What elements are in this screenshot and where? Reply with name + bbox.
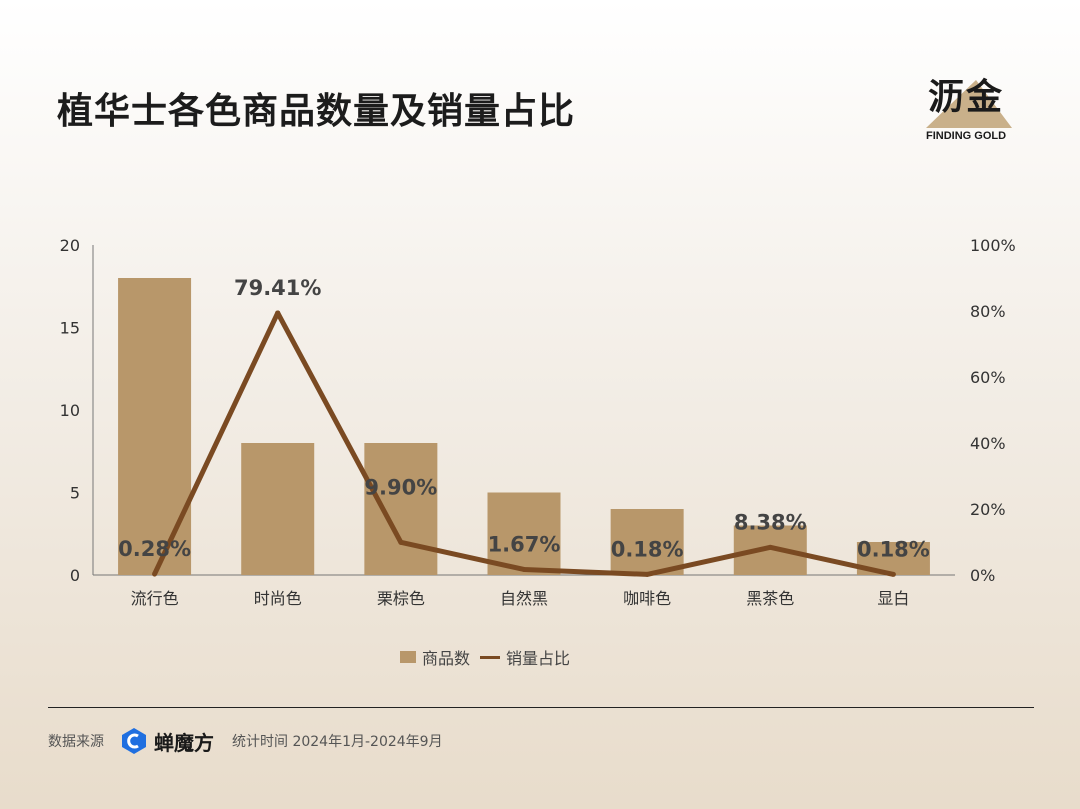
data-label: 0.18% — [611, 537, 684, 561]
legend-line-swatch — [480, 655, 501, 659]
x-tick-label: 咖啡色 — [623, 589, 671, 608]
x-tick-label: 黑茶色 — [746, 589, 794, 608]
y-left-tick-label: 15 — [60, 319, 80, 338]
brand-logo-icon — [122, 728, 146, 754]
line-point — [521, 566, 527, 572]
statistics-period: 统计时间 2024年1月-2024年9月 — [232, 734, 443, 750]
footer: 数据来源 蝉魔方 统计时间 2024年1月-2024年9月 — [48, 726, 443, 756]
data-label: 0.28% — [118, 537, 191, 561]
bar — [241, 443, 315, 575]
data-label: 8.38% — [734, 510, 807, 534]
line-point — [767, 544, 773, 550]
legend-bar-swatch — [400, 651, 416, 663]
page-title: 植华士各色商品数量及销量占比 — [57, 91, 576, 132]
legend-line-label: 销量占比 — [506, 649, 571, 668]
line-point — [398, 539, 404, 545]
logo-text-cn: 沥金 — [928, 77, 1005, 118]
y-right-tick-label: 0% — [970, 566, 995, 585]
line-point — [152, 571, 158, 577]
line-point — [644, 571, 650, 577]
x-tick-label: 时尚色 — [254, 589, 302, 608]
bar — [610, 509, 684, 575]
bar — [487, 492, 561, 575]
logo-text-en: FINDING GOLD — [926, 130, 1007, 142]
data-label: 79.41% — [234, 276, 321, 300]
y-right-tick-label: 100% — [970, 236, 1016, 255]
x-tick-label: 流行色 — [131, 589, 179, 608]
x-tick-label: 栗棕色 — [377, 589, 425, 608]
footer-divider — [48, 707, 1034, 708]
logo: 沥金 FINDING GOLD — [920, 68, 1020, 148]
bar — [364, 443, 438, 575]
y-left-tick-label: 20 — [60, 236, 80, 255]
source-label: 数据来源 — [48, 734, 104, 750]
y-left-tick-label: 0 — [70, 566, 80, 585]
y-left-tick-label: 10 — [60, 401, 80, 420]
data-label: 1.67% — [488, 532, 561, 556]
data-label: 9.90% — [364, 475, 437, 499]
x-tick-label: 自然黑 — [500, 589, 548, 608]
line-point — [890, 571, 896, 577]
y-right-tick-label: 80% — [970, 302, 1006, 321]
brand-name: 蝉魔方 — [154, 730, 214, 755]
y-right-tick-label: 60% — [970, 368, 1006, 387]
line-point — [275, 310, 281, 316]
bar — [118, 278, 192, 575]
data-label: 0.18% — [857, 537, 930, 561]
legend: 商品数 销量占比 — [400, 646, 570, 668]
x-tick-label: 显白 — [877, 589, 909, 608]
y-right-tick-label: 20% — [970, 500, 1006, 519]
y-right-tick-label: 40% — [970, 434, 1006, 453]
chart: 0 5 10 15 20 0% 20% 40% 60% 80% 100% 流行色 时尚色 栗棕色 自然黑 咖啡… — [60, 236, 1016, 608]
y-left-tick-label: 5 — [70, 484, 80, 503]
legend-bar-label: 商品数 — [422, 649, 471, 668]
mountain-icon — [926, 80, 1012, 128]
